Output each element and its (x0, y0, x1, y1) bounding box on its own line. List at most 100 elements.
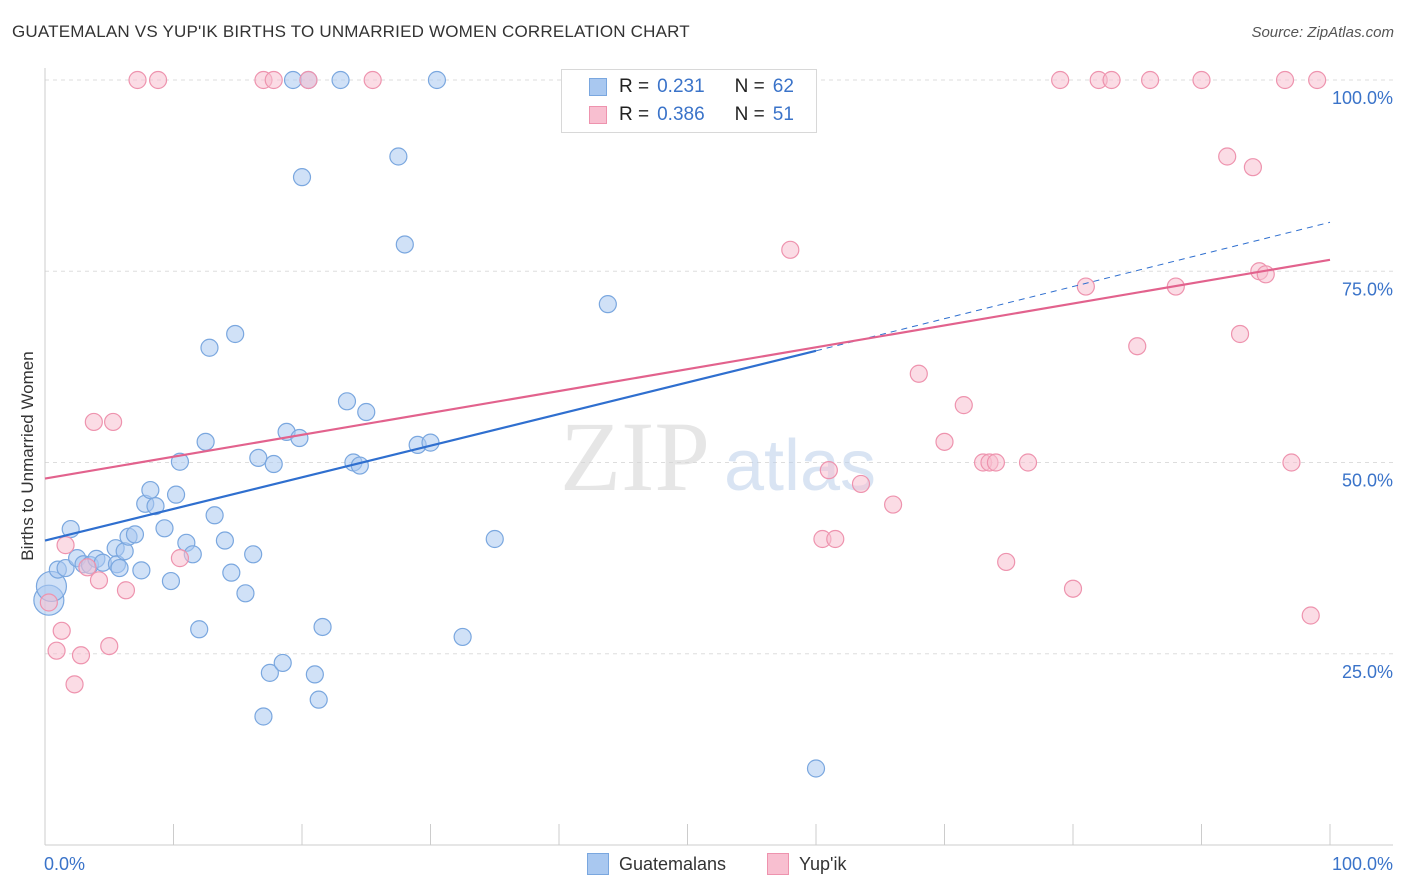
yupik-point (1018, 453, 1038, 472)
yupik-point (1102, 70, 1121, 90)
yupik-point (781, 240, 800, 259)
yupik-point (116, 581, 136, 600)
guatemalan-point (283, 70, 303, 90)
yupik-point (100, 636, 119, 656)
yupik-point (47, 641, 66, 660)
guatemalan-point (598, 295, 617, 314)
guatemalan-point (170, 452, 190, 471)
y-tick-label: 25.0% (1342, 662, 1393, 682)
guatemalan-point (196, 432, 215, 451)
guatemalan-point (249, 448, 268, 468)
y-tick-label: 75.0% (1342, 279, 1393, 299)
r-value: 0.386 (657, 104, 705, 125)
yupik-point (826, 529, 845, 549)
n-value: 51 (772, 104, 794, 125)
guatemalans-legend-label: Guatemalans (619, 853, 727, 874)
yupik-point (56, 536, 75, 555)
guatemalan-point (806, 759, 826, 778)
yupik-point (1308, 70, 1327, 90)
yupik-point (128, 70, 147, 90)
yupik-point (363, 70, 382, 90)
watermark-layer: ZIP atlas (560, 401, 876, 512)
guatemalan-point (190, 620, 209, 639)
guatemalan-point (254, 707, 273, 726)
y-tick-label: 50.0% (1342, 471, 1393, 491)
yupik-point (1192, 70, 1211, 90)
yupik-legend-swatch (767, 853, 789, 875)
yupik-point (170, 549, 190, 568)
guatemalan-point (337, 392, 357, 411)
guatemalan-point (132, 561, 151, 580)
y-tick-label: 100.0% (1332, 88, 1393, 108)
guatemalan-point (290, 428, 309, 448)
guatemalan-point (305, 665, 324, 684)
yupik-point (1275, 70, 1295, 90)
yupik-trend-line (44, 258, 1331, 480)
yupik-point (52, 621, 71, 640)
grid-layer (45, 79, 1395, 655)
yupik-point (264, 70, 283, 90)
guatemalan-point (427, 70, 447, 90)
trend-layer (44, 221, 1331, 542)
guatemalan-point (485, 529, 504, 549)
yupik-point (1063, 579, 1083, 598)
guatemalan-point (155, 519, 174, 538)
points-layer (33, 70, 1327, 778)
yupik-point (997, 552, 1016, 572)
n-label: N = (734, 104, 765, 125)
yupik-point (851, 474, 871, 494)
guatemalan-point (357, 402, 376, 422)
guatemalan-point (146, 497, 165, 516)
yupik-point (1140, 70, 1160, 90)
guatemalan-point (421, 433, 440, 452)
x-tick-label-start: 0.0% (44, 854, 85, 874)
guatemalan-point (453, 627, 472, 647)
yupik-point (1301, 606, 1320, 625)
yupik-point (104, 412, 123, 432)
guatemalan-point (292, 168, 312, 187)
legend-item-yupik[interactable]: Yup'ik (767, 852, 846, 876)
yupik-legend-label: Yup'ik (799, 853, 847, 874)
guatemalan-point (260, 663, 279, 682)
yupik-point (78, 558, 97, 577)
yupik-point (1243, 158, 1263, 177)
guatemalan-point (389, 147, 408, 166)
yupik-point (1051, 70, 1070, 90)
tick-label-layer: 25.0% 50.0% 75.0% 100.0% 0.0% 100.0% (44, 88, 1393, 874)
guatemalan-trend-line (44, 349, 817, 542)
guatemalan-point (205, 506, 224, 525)
guatemalan-point (200, 338, 219, 357)
guatemalan-point (141, 480, 160, 500)
guatemalan-point (309, 690, 328, 709)
guatemalans-legend-swatch (587, 853, 609, 875)
stats-row-yupik: R = 0.386 N = 51 (562, 101, 794, 129)
yupik-point (1128, 337, 1147, 356)
source-credit: Source: ZipAtlas.com (1251, 24, 1394, 41)
yupik-point (909, 364, 928, 383)
guatemalan-point (226, 324, 245, 344)
yupik-point (883, 495, 903, 514)
r-label: R = (619, 76, 650, 97)
guatemalan-point (313, 617, 332, 637)
n-value: 62 (772, 76, 794, 97)
guatemalan-point (56, 558, 75, 578)
yupik-point (1076, 277, 1095, 296)
guatemalan-point (222, 563, 241, 582)
x-tick-label-end: 100.0% (1332, 854, 1393, 874)
guatemalan-point (273, 653, 292, 673)
yupik-point (1218, 147, 1237, 166)
yupik-point (1230, 324, 1250, 344)
stats-row-guatemalans: R = 0.231 N = 62 (562, 73, 794, 101)
yupik-point (71, 646, 91, 665)
legend-item-guatemalans[interactable]: Guatemalans (587, 852, 726, 876)
yupik-point (935, 432, 954, 451)
yupik-point (986, 453, 1006, 472)
yupik-point (299, 70, 318, 90)
stats-legend: R = 0.231 N = 62 R = 0.386 N = 51 (561, 69, 817, 133)
guatemalan-point (125, 525, 145, 544)
guatemalan-point (161, 571, 181, 591)
yupik-swatch (589, 106, 607, 124)
yupik-point (954, 396, 973, 415)
watermark-zip: ZIP (560, 401, 710, 512)
